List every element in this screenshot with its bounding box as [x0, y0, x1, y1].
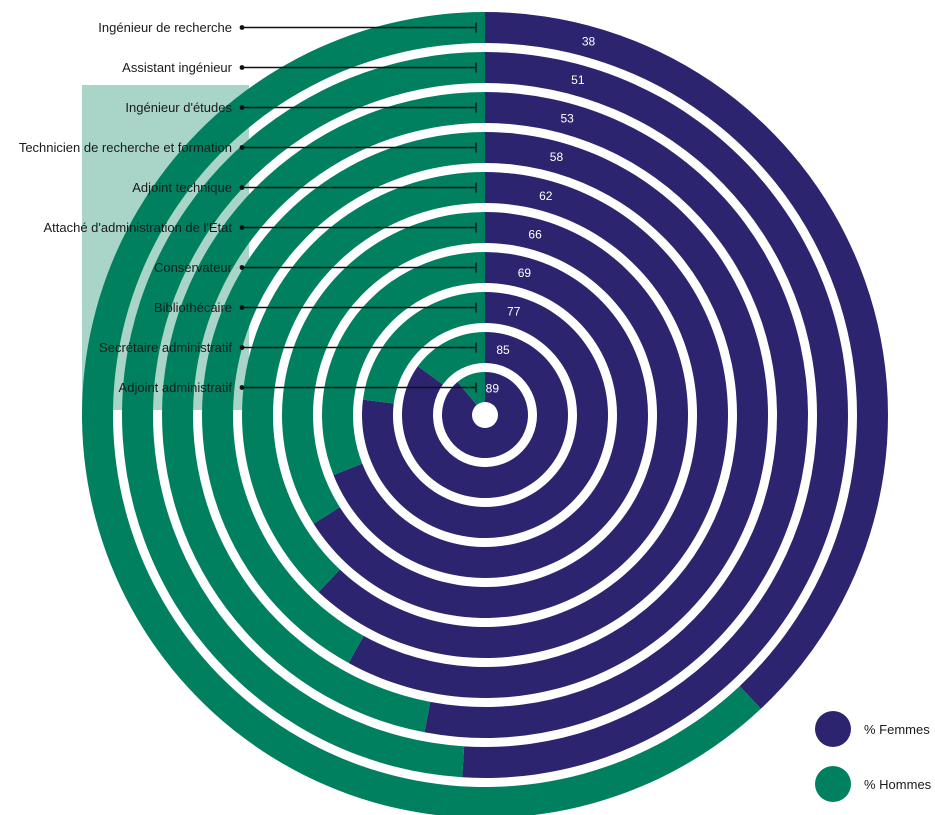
value-label: 58 — [550, 150, 564, 164]
value-label: 89 — [486, 382, 500, 396]
value-label: 77 — [507, 304, 521, 318]
category-label: Adjoint administratif — [119, 380, 233, 395]
legend-swatch-femmes — [815, 711, 851, 747]
category-leaders-group: Ingénieur de recherche Assistant ingénieu… — [19, 20, 477, 395]
value-label: 51 — [571, 73, 585, 87]
ring-hommes-segment — [201, 132, 485, 663]
ring-hommes-segment — [242, 172, 485, 593]
ring-femmes-segment — [318, 172, 729, 659]
category-label: Conservateur — [154, 260, 233, 275]
legend: % Femmes % Hommes — [815, 711, 932, 802]
category-label: Attaché d'administration de l'État — [43, 220, 232, 235]
ring-femmes-segment — [441, 372, 528, 459]
ring-hommes-segment — [82, 12, 761, 815]
category-label: Secrétaire administratif — [99, 340, 232, 355]
value-label: 66 — [528, 227, 542, 241]
ring-hommes-segment — [282, 212, 485, 524]
value-label: 38 — [582, 35, 596, 49]
category-label: Ingénieur d'études — [125, 100, 232, 115]
category-label: Adjoint technique — [132, 180, 232, 195]
category-label: Technicien de recherche et formation — [19, 140, 232, 155]
ring-femmes-segment — [485, 12, 888, 709]
category-label: Ingénieur de recherche — [98, 20, 232, 35]
value-label: 62 — [539, 189, 553, 203]
legend-label-hommes: % Hommes — [864, 777, 932, 792]
value-label: 85 — [496, 343, 510, 357]
legend-label-femmes: % Femmes — [864, 722, 930, 737]
category-label: Bibliothécaire — [154, 300, 232, 315]
value-labels-group: 38 51 53 58 62 66 69 77 85 89 — [486, 35, 596, 396]
value-label: 53 — [560, 112, 574, 126]
center-hole — [472, 402, 498, 428]
value-label: 69 — [518, 266, 532, 280]
ring-hommes-segment — [417, 332, 485, 385]
legend-swatch-hommes — [815, 766, 851, 802]
ring-femmes-segment — [402, 332, 568, 498]
ring-hommes-segment — [362, 292, 485, 404]
category-label: Assistant ingénieur — [122, 60, 233, 75]
ring-hommes-segment — [457, 372, 485, 406]
